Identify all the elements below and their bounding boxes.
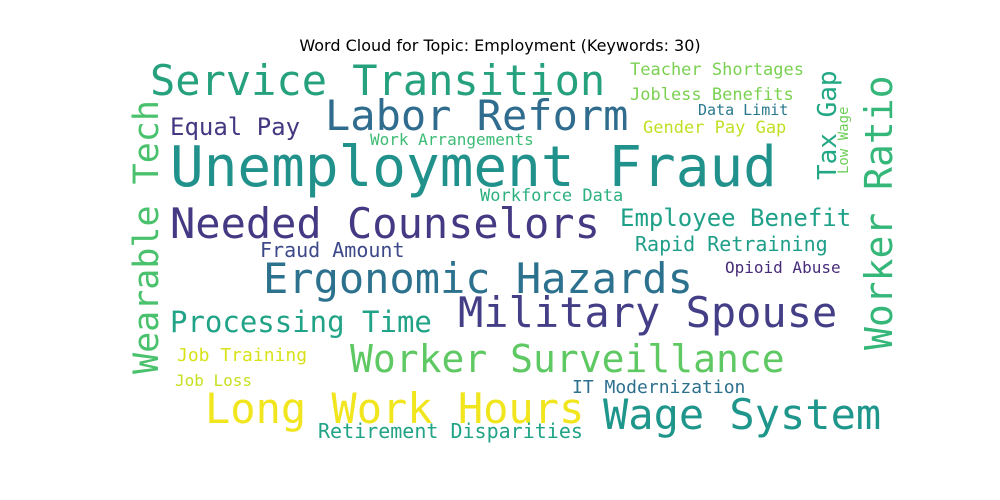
word-military-spouse: Military Spouse — [458, 288, 838, 337]
word-workforce-data: Workforce Data — [480, 186, 624, 206]
word-cloud: Unemployment Fraud Service Transition Labo… — [125, 60, 900, 445]
word-equal-pay: Equal Pay — [170, 113, 301, 141]
word-worker-surveillance: Worker Surveillance — [350, 337, 785, 381]
word-jobless-benefits: Jobless Benefits — [630, 85, 794, 105]
word-needed-counselors: Needed Counselors — [170, 199, 600, 248]
word-retirement-disparities: Retirement Disparities — [318, 419, 583, 443]
word-processing-time: Processing Time — [170, 305, 432, 339]
word-ergonomic-hazards: Ergonomic Hazards — [263, 254, 693, 303]
word-low-wage: Low Wage — [836, 106, 852, 174]
word-work-arrangements: Work Arrangements — [370, 130, 534, 149]
word-labor-reform: Labor Reform — [325, 91, 629, 140]
word-worker-ratio: Worker Ratio — [857, 75, 900, 350]
word-teacher-shortages: Teacher Shortages — [630, 60, 804, 80]
word-wearable-tech: Wearable Tech — [127, 100, 167, 374]
word-long-work-hours: Long Work Hours — [205, 384, 585, 433]
word-job-loss: Job Loss — [175, 371, 253, 390]
word-fraud-amount: Fraud Amount — [260, 238, 405, 262]
word-unemployment-fraud: Unemployment Fraud — [170, 135, 777, 200]
word-data-limit: Data Limit — [698, 101, 789, 119]
chart-title: Word Cloud for Topic: Employment (Keywor… — [299, 36, 701, 55]
word-job-training: Job Training — [177, 345, 308, 366]
word-it-modernization: IT Modernization — [572, 377, 746, 398]
word-opioid-abuse: Opioid Abuse — [725, 258, 841, 277]
word-rapid-retraining: Rapid Retraining — [635, 232, 828, 256]
word-wage-system: Wage System — [603, 390, 882, 439]
word-gender-pay-gap: Gender Pay Gap — [643, 118, 787, 138]
word-employee-benefit: Employee Benefit — [620, 204, 852, 232]
word-service-transition: Service Transition — [150, 60, 606, 105]
